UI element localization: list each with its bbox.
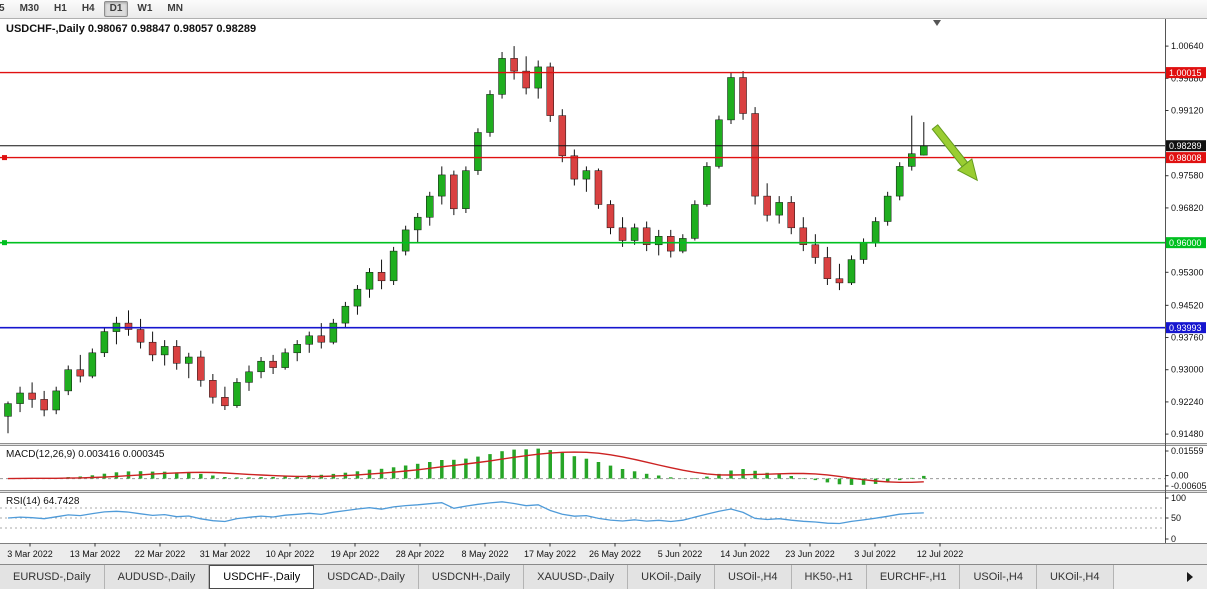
macd-scale-label: 0.00 xyxy=(1171,471,1189,481)
rsi-scale-label: 0 xyxy=(1171,534,1176,544)
date-label: 22 Mar 2022 xyxy=(135,549,186,559)
chart-title: USDCHF-,Daily 0.98067 0.98847 0.98057 0.… xyxy=(6,23,256,35)
chart-shift-marker-icon[interactable] xyxy=(933,20,941,26)
line-handle[interactable] xyxy=(2,240,7,246)
price-label: 0.96820 xyxy=(1171,203,1204,213)
chart-tabs-bar: EURUSD-,Daily AUDUSD-,Daily USDCHF-,Dail… xyxy=(0,564,1207,589)
tab-audusd-daily[interactable]: AUDUSD-,Daily xyxy=(104,565,210,589)
sell-arrow-annotation[interactable] xyxy=(928,121,984,185)
price-box-0.98008: 0.98008 xyxy=(1166,152,1206,164)
date-label: 23 Jun 2022 xyxy=(785,549,835,559)
tab-usdcnh-daily[interactable]: USDCNH-,Daily xyxy=(418,565,525,589)
tab-eurchf-h1[interactable]: EURCHF-,H1 xyxy=(866,565,961,589)
svg-text:1.00015: 1.00015 xyxy=(1169,68,1202,78)
price-box-1.00015: 1.00015 xyxy=(1166,67,1206,79)
macd-scale-label: -0.00605 xyxy=(1171,481,1207,491)
time-axis[interactable]: 3 Mar 2022 13 Mar 2022 22 Mar 2022 31 Mar 2… xyxy=(0,543,1207,559)
price-label: 0.93760 xyxy=(1171,333,1204,343)
rsi-label: RSI(14) 64.7428 xyxy=(6,496,80,507)
price-box-0.98289: 0.98289 xyxy=(1166,140,1206,152)
hline-0.98008[interactable] xyxy=(0,155,1165,161)
date-label: 31 Mar 2022 xyxy=(200,549,251,559)
price-label: 0.95300 xyxy=(1171,267,1204,277)
hline-0.96000[interactable] xyxy=(0,240,1165,246)
date-label: 17 May 2022 xyxy=(524,549,576,559)
timeframe-button-h1[interactable]: H1 xyxy=(54,3,67,14)
tab-xauusd-daily[interactable]: XAUUSD-,Daily xyxy=(524,565,629,589)
price-label: 0.97580 xyxy=(1171,171,1204,181)
timeframe-toolbar: 5 M30 H1 H4 D1 W1 MN xyxy=(0,0,1207,19)
timeframe-button-d1[interactable]: D1 xyxy=(103,1,129,17)
timeframe-button-h4[interactable]: H4 xyxy=(81,3,95,14)
tab-usdcad-daily[interactable]: USDCAD-,Daily xyxy=(314,565,419,589)
macd-signal-line xyxy=(7,451,924,483)
date-label: 8 May 2022 xyxy=(461,549,508,559)
svg-text:0.96000: 0.96000 xyxy=(1169,238,1202,248)
date-label: 5 Jun 2022 xyxy=(658,549,703,559)
price-label: 0.93000 xyxy=(1171,365,1204,375)
tabs-scroll-right-button[interactable] xyxy=(1173,565,1207,589)
macd-scale-label: 0.01559 xyxy=(1171,446,1204,456)
panel-splitter[interactable] xyxy=(0,490,1207,493)
date-label: 3 Mar 2022 xyxy=(7,549,53,559)
timeframe-button-w1[interactable]: W1 xyxy=(137,3,153,14)
price-label: 0.94520 xyxy=(1171,300,1204,310)
timeframe-button-m5[interactable]: 5 xyxy=(0,1,11,17)
tab-eurusd-daily[interactable]: EURUSD-,Daily xyxy=(0,565,105,589)
timeframe-button-mn[interactable]: MN xyxy=(167,3,183,14)
line-handle[interactable] xyxy=(2,155,7,161)
price-box-0.96000: 0.96000 xyxy=(1166,237,1206,249)
date-label: 3 Jul 2022 xyxy=(854,549,896,559)
price-box-0.93993: 0.93993 xyxy=(1166,322,1206,334)
svg-text:0.93993: 0.93993 xyxy=(1169,323,1202,333)
price-label: 0.91480 xyxy=(1171,429,1204,439)
rsi-panel: RSI(14) 64.7428 xyxy=(0,496,1165,529)
price-label: 0.92240 xyxy=(1171,397,1204,407)
tab-usoil-h4-2[interactable]: USOil-,H4 xyxy=(960,565,1037,589)
price-scale[interactable]: 1.00640 0.99880 0.99120 0.97580 0.96820 0.953… xyxy=(1165,19,1207,544)
chart-window[interactable]: 3 Mar 2022 13 Mar 2022 22 Mar 2022 31 Mar 2… xyxy=(0,19,1207,564)
svg-text:0.98008: 0.98008 xyxy=(1169,153,1202,163)
rsi-scale-label: 50 xyxy=(1171,513,1181,523)
date-label: 13 Mar 2022 xyxy=(70,549,121,559)
tab-usdchf-daily[interactable]: USDCHF-,Daily xyxy=(209,565,315,589)
date-label: 26 May 2022 xyxy=(589,549,641,559)
chart-background xyxy=(0,19,1207,543)
rsi-scale-label: 100 xyxy=(1171,493,1186,503)
price-label: 0.99880 xyxy=(1171,73,1204,83)
tab-ukoil-daily[interactable]: UKOil-,Daily xyxy=(628,565,716,589)
time-axis-background[interactable] xyxy=(0,543,1207,564)
date-label: 12 Jul 2022 xyxy=(917,549,964,559)
panel-splitter[interactable] xyxy=(0,443,1207,446)
price-label: 1.00640 xyxy=(1171,41,1204,51)
rsi-line xyxy=(7,501,924,525)
candlestick-series xyxy=(4,46,928,434)
macd-label: MACD(12,26,9) 0.003416 0.000345 xyxy=(6,449,165,460)
chart-area[interactable]: 3 Mar 2022 13 Mar 2022 22 Mar 2022 31 Mar 2… xyxy=(0,19,1207,564)
date-label: 19 Apr 2022 xyxy=(331,549,380,559)
scroll-right-icon xyxy=(1187,572,1193,582)
date-label: 10 Apr 2022 xyxy=(266,549,315,559)
macd-panel: MACD(12,26,9) 0.003416 0.000345 xyxy=(0,448,1165,485)
date-label: 14 Jun 2022 xyxy=(720,549,770,559)
price-label: 0.99120 xyxy=(1171,105,1204,115)
tab-ukoil-h4[interactable]: UKOil-,H4 xyxy=(1036,565,1114,589)
date-label: 28 Apr 2022 xyxy=(396,549,445,559)
timeframe-button-m30[interactable]: M30 xyxy=(19,3,40,14)
tab-hk50-h1[interactable]: HK50-,H1 xyxy=(791,565,867,589)
svg-text:0.98289: 0.98289 xyxy=(1169,141,1202,151)
tab-usoil-h4[interactable]: USOil-,H4 xyxy=(715,565,792,589)
